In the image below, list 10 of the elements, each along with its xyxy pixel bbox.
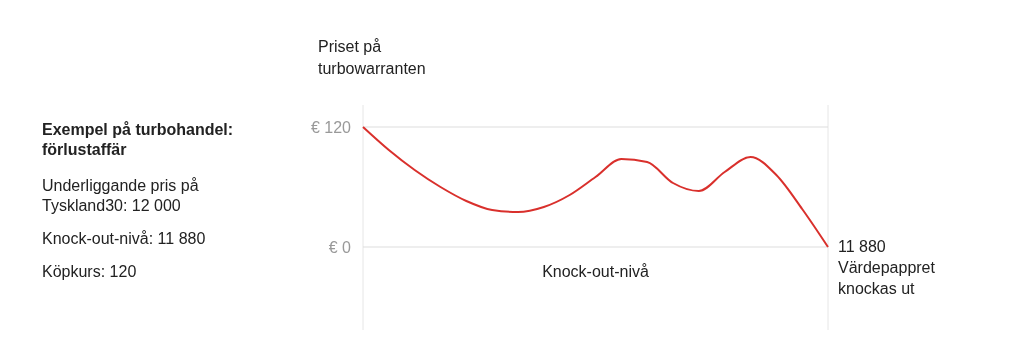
x-axis-title: Knock-out-nivå bbox=[542, 263, 649, 280]
text: Exempel på turbohandel: förlustaffär bbox=[42, 121, 234, 158]
y-tick-label: € 0 bbox=[328, 238, 352, 256]
y-tick-label: € 120 bbox=[310, 118, 352, 136]
y-axis-title: Priset på turbowarranten bbox=[318, 38, 426, 77]
text: Köpkurs: 120 bbox=[42, 263, 137, 280]
text: Knock-out-nivå: 11 880 bbox=[42, 230, 206, 247]
text: 11 880 Värdepappret knockas ut bbox=[838, 238, 936, 297]
line-series bbox=[362, 126, 829, 248]
text: Underliggande pris på Tyskland30: 12 000 bbox=[42, 177, 199, 214]
